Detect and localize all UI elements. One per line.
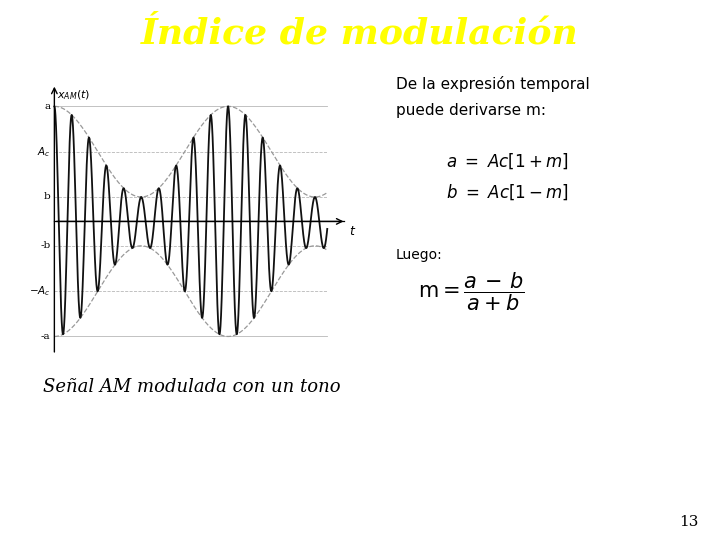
Text: -b: -b <box>40 241 50 251</box>
Text: $t$: $t$ <box>349 225 356 238</box>
Text: $A_c$: $A_c$ <box>37 145 50 159</box>
Text: $-A_c$: $-A_c$ <box>29 284 50 298</box>
Text: b: b <box>44 192 50 201</box>
Text: $\mathrm{m} = \dfrac{a\,-\,b}{a + b}$: $\mathrm{m} = \dfrac{a\,-\,b}{a + b}$ <box>418 270 524 313</box>
Text: Señal AM modulada con un tono: Señal AM modulada con un tono <box>43 378 341 396</box>
Text: Luego:: Luego: <box>396 248 443 262</box>
Text: a: a <box>45 102 50 111</box>
Text: De la expresión temporal: De la expresión temporal <box>396 76 590 92</box>
Text: puede derivarse m:: puede derivarse m: <box>396 103 546 118</box>
Text: $a\ =\ Ac[1 + m]$
$b\ =\ Ac[1 - m]$: $a\ =\ Ac[1 + m]$ $b\ =\ Ac[1 - m]$ <box>446 151 570 202</box>
Text: $x_{AM}(t)$: $x_{AM}(t)$ <box>58 88 91 102</box>
Text: 13: 13 <box>679 515 698 529</box>
Text: -a: -a <box>41 332 50 341</box>
Text: Índice de modulación: Índice de modulación <box>141 16 579 50</box>
